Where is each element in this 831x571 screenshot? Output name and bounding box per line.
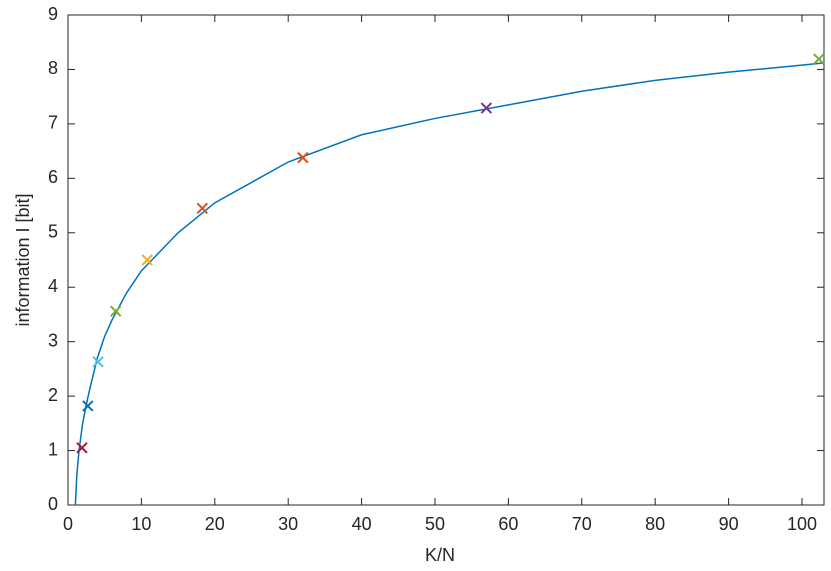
marker-stroke	[196, 202, 209, 214]
y-axis-label: information I [bit]	[13, 193, 33, 326]
x-tick-label: 30	[278, 514, 298, 534]
y-tick-label: 5	[48, 222, 58, 242]
marker	[82, 400, 94, 412]
y-tick-label: 4	[48, 276, 58, 296]
x-axis-label: K/N	[425, 545, 455, 565]
marker	[92, 356, 104, 368]
y-tick-label: 6	[48, 167, 58, 187]
y-tick-label: 1	[48, 439, 58, 459]
marker-stroke	[76, 442, 88, 454]
x-tick-label: 80	[645, 514, 665, 534]
x-tick-label: 0	[63, 514, 73, 534]
x-tick-label: 10	[131, 514, 151, 534]
marker	[141, 254, 153, 266]
x-tick-label: 20	[205, 514, 225, 534]
marker	[480, 102, 493, 114]
marker-stroke	[297, 151, 309, 164]
marker-stroke	[141, 254, 153, 266]
x-tick-label: 40	[352, 514, 372, 534]
x-tick-label: 60	[498, 514, 518, 534]
y-tick-label: 9	[48, 4, 58, 24]
y-tick-label: 0	[48, 494, 58, 514]
marker-stroke	[480, 102, 493, 114]
marker	[196, 202, 209, 214]
y-tick-label: 8	[48, 58, 58, 78]
marker-stroke	[82, 400, 94, 412]
marker-stroke	[92, 356, 104, 368]
marker	[110, 305, 122, 317]
y-tick-label: 2	[48, 385, 58, 405]
x-tick-label: 70	[572, 514, 592, 534]
y-tick-label: 3	[48, 330, 58, 350]
x-tick-label: 50	[425, 514, 445, 534]
y-tick-label: 7	[48, 113, 58, 133]
marker	[297, 151, 309, 164]
marker-stroke	[110, 305, 122, 317]
marker	[813, 53, 825, 65]
plot-frame	[67, 14, 825, 506]
curve	[74, 62, 825, 506]
marker-stroke	[813, 53, 825, 65]
marker	[76, 442, 88, 454]
x-tick-label: 90	[719, 514, 739, 534]
x-tick-label: 100	[787, 514, 817, 534]
